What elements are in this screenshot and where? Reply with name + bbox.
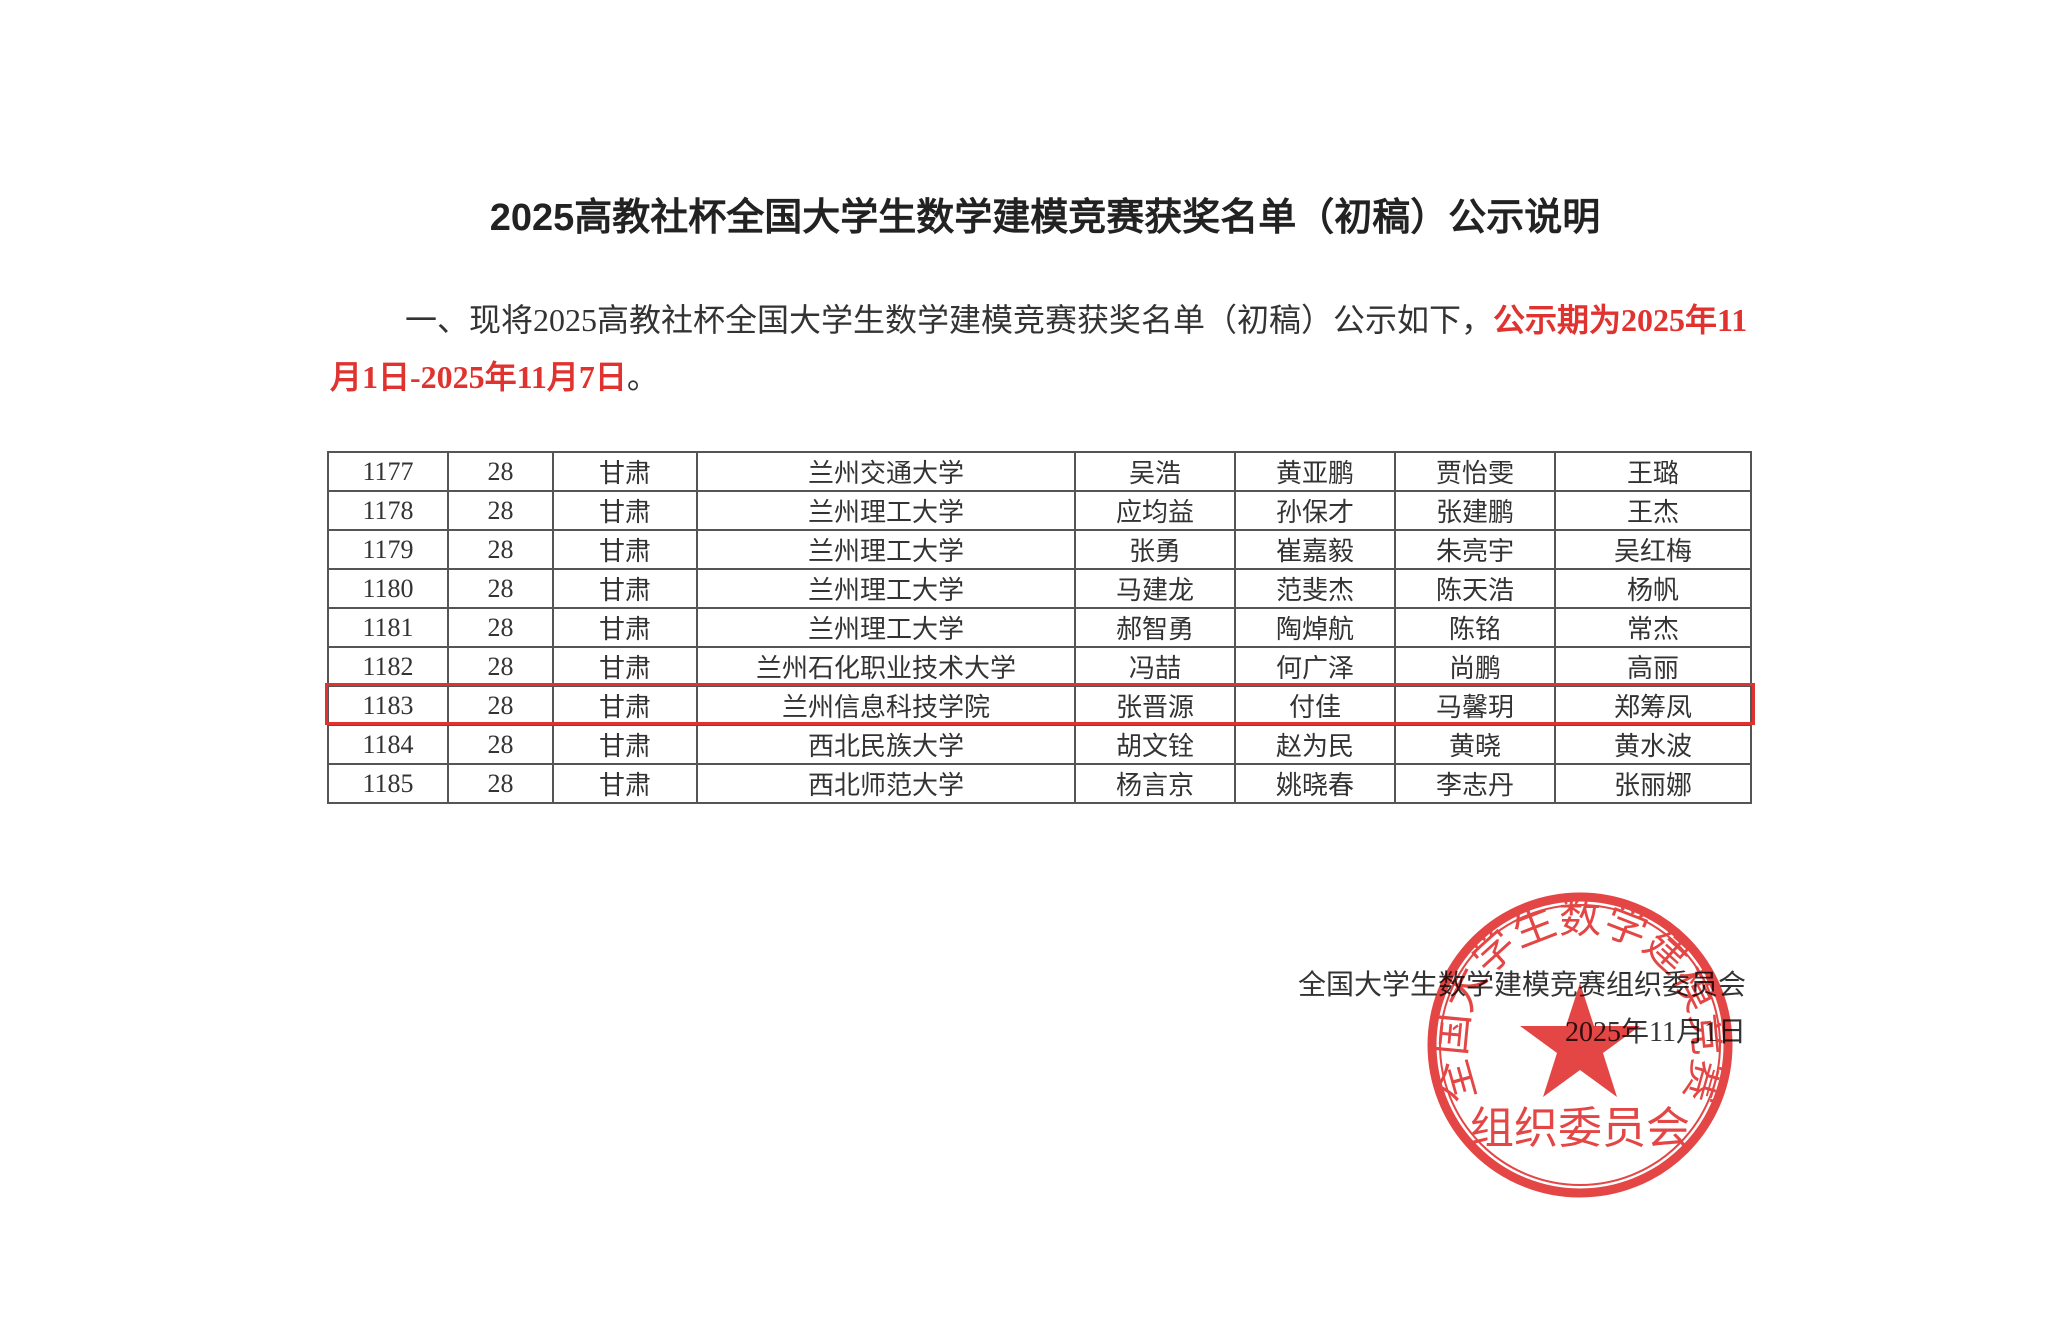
table-row: 1179 28 甘肃 兰州理工大学 张勇 崔嘉毅 朱亮宇 吴红梅 <box>327 529 1752 570</box>
table-cell: 28 <box>447 607 554 648</box>
table-cell: 杨言京 <box>1074 763 1236 804</box>
table-cell: 甘肃 <box>552 724 698 765</box>
stamp-bottom-text: 组织委员会 <box>1470 1103 1690 1154</box>
table-cell: 黄亚鹏 <box>1234 451 1396 492</box>
table-cell: 胡文铨 <box>1074 724 1236 765</box>
table-cell: 王杰 <box>1554 490 1752 531</box>
notice: 一、现将2025高教社杯全国大学生数学建模竞赛获奖名单（初稿）公示如下，公示期为… <box>330 292 1770 406</box>
table-cell: 28 <box>447 763 554 804</box>
table-cell: 孙保才 <box>1234 490 1396 531</box>
stamp-ring <box>1427 892 1733 1198</box>
table-cell: 兰州理工大学 <box>696 529 1076 570</box>
table-row: 1183 28 甘肃 兰州信息科技学院 张晋源 付佳 马馨玥 郑筹凤 <box>327 685 1752 726</box>
notice-text: 一、现将2025高教社杯全国大学生数学建模竞赛获奖名单（初稿）公示如下， <box>405 302 1494 338</box>
table-cell: 崔嘉毅 <box>1234 529 1396 570</box>
table-cell: 赵为民 <box>1234 724 1396 765</box>
table-cell: 马建龙 <box>1074 568 1236 609</box>
table-cell: 28 <box>447 529 554 570</box>
notice-period: 公示期为2025年11月1日-2025年11月7日 <box>330 302 1748 395</box>
table-row: 1178 28 甘肃 兰州理工大学 应均益 孙保才 张建鹏 王杰 <box>327 490 1752 531</box>
table-cell: 甘肃 <box>552 568 698 609</box>
table-cell: 张勇 <box>1074 529 1236 570</box>
table-cell: 姚晓春 <box>1234 763 1396 804</box>
table-cell: 甘肃 <box>552 529 698 570</box>
table-cell: 常杰 <box>1554 607 1752 648</box>
table-cell: 1184 <box>327 724 449 765</box>
table-cell: 1185 <box>327 763 449 804</box>
table-cell: 张丽娜 <box>1554 763 1752 804</box>
table-cell: 张建鹏 <box>1394 490 1556 531</box>
row-highlight <box>325 683 1755 725</box>
table-row: 1184 28 甘肃 西北民族大学 胡文铨 赵为民 黄晓 黄水波 <box>327 724 1752 765</box>
table-cell: 应均益 <box>1074 490 1236 531</box>
table-cell: 28 <box>447 685 554 726</box>
table-cell: 兰州理工大学 <box>696 607 1076 648</box>
table-cell: 甘肃 <box>552 607 698 648</box>
table-cell: 吴红梅 <box>1554 529 1752 570</box>
stamp-star <box>1520 983 1640 1097</box>
table-cell: 甘肃 <box>552 490 698 531</box>
table-cell: 28 <box>447 451 554 492</box>
table-cell: 1178 <box>327 490 449 531</box>
table-cell: 28 <box>447 568 554 609</box>
table-cell: 杨帆 <box>1554 568 1752 609</box>
table-cell: 兰州理工大学 <box>696 568 1076 609</box>
table-cell: 西北师范大学 <box>696 763 1076 804</box>
table-cell: 冯喆 <box>1074 646 1236 687</box>
table-cell: 贾怡雯 <box>1394 451 1556 492</box>
table-row: 1185 28 甘肃 西北师范大学 杨言京 姚晓春 李志丹 张丽娜 <box>327 763 1752 804</box>
table-cell: 郝智勇 <box>1074 607 1236 648</box>
table-cell: 28 <box>447 646 554 687</box>
table-cell: 兰州交通大学 <box>696 451 1076 492</box>
award-table: 1177 28 甘肃 兰州交通大学 吴浩 黄亚鹏 贾怡雯 王璐 1178 28 甘肃 兰州理工大学 应均… <box>327 451 1752 804</box>
table-cell: 张晋源 <box>1074 685 1236 726</box>
table-cell: 1182 <box>327 646 449 687</box>
table-cell: 1179 <box>327 529 449 570</box>
table-cell: 陶焯航 <box>1234 607 1396 648</box>
title: 2025高教社杯全国大学生数学建模竞赛获奖名单（初稿）公示说明 <box>489 197 1601 239</box>
stamp-inner-ring <box>1439 904 1721 1186</box>
table-row: 1180 28 甘肃 兰州理工大学 马建龙 范斐杰 陈天浩 杨帆 <box>327 568 1752 609</box>
table-cell: 何广泽 <box>1234 646 1396 687</box>
table-cell: 28 <box>447 490 554 531</box>
table-cell: 1181 <box>327 607 449 648</box>
table-cell: 吴浩 <box>1074 451 1236 492</box>
table-cell: 黄水波 <box>1554 724 1752 765</box>
table-cell: 朱亮宇 <box>1394 529 1556 570</box>
stamp: 全国大学生数学建模竞赛 组织委员会 <box>1426 892 1734 1198</box>
table-cell: 兰州石化职业技术大学 <box>696 646 1076 687</box>
table-cell: 西北民族大学 <box>696 724 1076 765</box>
table-cell: 付佳 <box>1234 685 1396 726</box>
table-cell: 尚鹏 <box>1394 646 1556 687</box>
table-cell: 兰州理工大学 <box>696 490 1076 531</box>
table-cell: 甘肃 <box>552 646 698 687</box>
table-cell: 甘肃 <box>552 451 698 492</box>
table-row: 1177 28 甘肃 兰州交通大学 吴浩 黄亚鹏 贾怡雯 王璐 <box>327 451 1752 492</box>
table-cell: 马馨玥 <box>1394 685 1556 726</box>
table-cell: 28 <box>447 724 554 765</box>
notice-end: 。 <box>626 359 659 395</box>
table-cell: 王璐 <box>1554 451 1752 492</box>
table-cell: 甘肃 <box>552 763 698 804</box>
table-row: 1181 28 甘肃 兰州理工大学 郝智勇 陶焯航 陈铭 常杰 <box>327 607 1752 648</box>
table-cell: 范斐杰 <box>1234 568 1396 609</box>
table-cell: 陈天浩 <box>1394 568 1556 609</box>
table-cell: 黄晓 <box>1394 724 1556 765</box>
table-cell: 1177 <box>327 451 449 492</box>
signature-organization: 全国大学生数学建模竞赛组织委员会 <box>1297 970 1746 1001</box>
table-cell: 高丽 <box>1554 646 1752 687</box>
table-cell: 1180 <box>327 568 449 609</box>
table-cell: 陈铭 <box>1394 607 1556 648</box>
table-row: 1182 28 甘肃 兰州石化职业技术大学 冯喆 何广泽 尚鹏 高丽 <box>327 646 1752 687</box>
table-cell: 李志丹 <box>1394 763 1556 804</box>
table-cell: 1183 <box>327 685 449 726</box>
